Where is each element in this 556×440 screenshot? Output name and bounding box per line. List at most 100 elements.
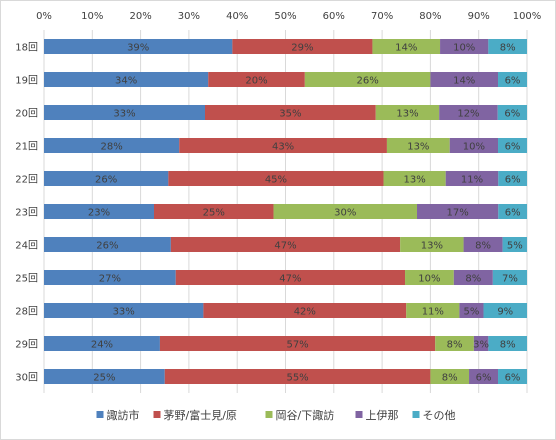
data-label: 10% — [418, 274, 440, 285]
data-label: 39% — [127, 43, 149, 54]
category-label: 28回 — [15, 306, 38, 318]
bar-segment — [168, 171, 384, 186]
x-axis-tick-labels: 0% 10% 20% 30% 40% 50% 60% 70% 80% 90% 100% — [36, 11, 541, 22]
data-label: 7% — [502, 274, 518, 285]
legend-label: その他 — [423, 409, 456, 422]
legend-label: 諏訪市 — [107, 408, 140, 422]
category-label: 18回 — [15, 42, 38, 54]
data-label: 23% — [88, 208, 110, 219]
bar-segment — [498, 204, 527, 219]
data-label: 26% — [356, 76, 378, 87]
bar-segment — [449, 138, 499, 153]
category-labels: 18回 19回 20回 21回 22回 23回 24回 25回 28回 29回 30回 — [15, 42, 38, 384]
bar-segment — [488, 39, 527, 54]
bar-segment — [205, 105, 376, 120]
bar-segment — [497, 105, 527, 120]
bar-segment — [383, 171, 446, 186]
data-label: 6% — [505, 175, 521, 186]
bar-segment — [44, 336, 160, 351]
legend: 諏訪市 茅野/富士見/原 岡谷/下諏訪 上伊那 その他 — [96, 408, 456, 422]
legend-label: 茅野/富士見/原 — [164, 408, 237, 422]
x-tick-label: 0% — [36, 11, 52, 22]
data-label: 9% — [497, 307, 513, 318]
x-tick-label: 10% — [81, 11, 103, 22]
data-label: 13% — [407, 142, 429, 153]
bar-segment — [159, 336, 436, 351]
data-label: 47% — [274, 241, 296, 252]
data-label: 14% — [453, 76, 475, 87]
bar-segment — [273, 204, 418, 219]
bar-segment — [304, 72, 431, 87]
bar-segment — [175, 270, 406, 285]
legend-swatch — [355, 411, 363, 418]
bar-segment — [44, 171, 169, 186]
data-label: 13% — [421, 241, 443, 252]
x-tick-label: 30% — [178, 11, 200, 22]
data-label: 8% — [465, 274, 481, 285]
bar-segment — [203, 303, 407, 318]
data-label: 8% — [500, 43, 516, 54]
x-tick-label: 80% — [419, 11, 441, 22]
data-label: 30% — [334, 208, 356, 219]
bar-segment — [463, 237, 503, 252]
category-label: 21回 — [15, 141, 38, 153]
bar-segment — [44, 237, 171, 252]
data-label: 11% — [461, 175, 483, 186]
legend-swatch — [96, 411, 104, 418]
data-label: 57% — [286, 340, 308, 351]
x-tick-label: 70% — [371, 11, 393, 22]
legend-label: 岡谷/下諏訪 — [276, 408, 335, 422]
bar-segment — [498, 171, 527, 186]
data-label: 35% — [279, 109, 301, 120]
category-label: 29回 — [15, 339, 38, 351]
bar-segment — [164, 369, 431, 384]
data-label: 28% — [101, 142, 123, 153]
bar-segment — [386, 138, 450, 153]
category-label: 22回 — [15, 174, 38, 186]
data-label: 6% — [505, 142, 521, 153]
bar-segment — [44, 303, 204, 318]
data-label: 29% — [291, 43, 313, 54]
data-label: 10% — [463, 142, 485, 153]
bar-segment — [179, 138, 387, 153]
data-label: 11% — [422, 307, 444, 318]
data-label: 24% — [91, 340, 113, 351]
data-label: 26% — [95, 175, 117, 186]
bar-segment — [406, 303, 460, 318]
bar-segment — [44, 270, 176, 285]
bar-segment — [375, 105, 440, 120]
data-label: 8% — [442, 373, 458, 384]
data-label: 3% — [473, 340, 489, 351]
bar-segment — [372, 39, 441, 54]
x-tick-label: 100% — [513, 11, 542, 22]
category-label: 20回 — [15, 108, 38, 120]
bar-segment — [232, 39, 373, 54]
category-label: 19回 — [15, 75, 38, 87]
data-label: 8% — [500, 340, 516, 351]
bar-segment — [430, 72, 499, 87]
x-tick-label: 60% — [323, 11, 345, 22]
data-label: 33% — [113, 109, 135, 120]
data-label: 6% — [505, 373, 521, 384]
data-label: 14% — [395, 43, 417, 54]
bar-segment — [453, 270, 493, 285]
data-label: 20% — [245, 76, 267, 87]
legend-swatch — [153, 411, 161, 418]
data-label: 10% — [453, 43, 475, 54]
bar-segment — [473, 336, 489, 351]
data-labels: 39% 29% 14% 10% 8% 34% 20% 26% 14% 6% 33% 35% 13% 12%… — [88, 43, 523, 384]
data-label: 17% — [447, 208, 469, 219]
bar-segment — [498, 369, 527, 384]
data-label: 25% — [93, 373, 115, 384]
legend-label: 上伊那 — [366, 409, 399, 422]
x-tick-label: 50% — [274, 11, 296, 22]
bar-segment — [439, 105, 498, 120]
data-label: 6% — [505, 208, 521, 219]
data-label: 8% — [475, 241, 491, 252]
bar-segment — [469, 369, 499, 384]
bar-segment — [483, 303, 527, 318]
data-label: 42% — [294, 307, 316, 318]
bar-segment — [400, 237, 464, 252]
bar-segment — [44, 72, 209, 87]
